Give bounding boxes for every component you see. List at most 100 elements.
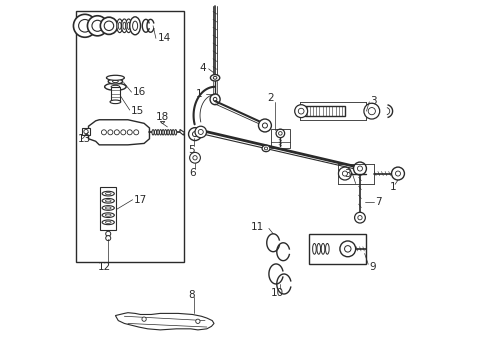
Polygon shape [88, 120, 149, 145]
Ellipse shape [118, 22, 121, 30]
Text: 5: 5 [188, 144, 195, 154]
Ellipse shape [167, 130, 169, 135]
Ellipse shape [157, 130, 159, 135]
Text: 1: 1 [389, 182, 396, 192]
Circle shape [294, 105, 307, 118]
Ellipse shape [117, 19, 122, 33]
Ellipse shape [164, 130, 166, 135]
Ellipse shape [321, 243, 324, 254]
Circle shape [342, 171, 346, 176]
Text: 11: 11 [250, 222, 264, 231]
Ellipse shape [264, 147, 267, 150]
Circle shape [87, 16, 107, 36]
Ellipse shape [325, 243, 328, 254]
Text: 17: 17 [133, 195, 146, 205]
Circle shape [395, 171, 400, 176]
Ellipse shape [159, 130, 162, 135]
Polygon shape [115, 313, 214, 330]
Circle shape [276, 129, 284, 138]
Text: 14: 14 [157, 33, 170, 43]
Ellipse shape [262, 145, 269, 152]
Circle shape [367, 108, 375, 115]
Circle shape [100, 17, 117, 35]
Ellipse shape [125, 19, 131, 33]
Ellipse shape [105, 221, 111, 224]
Text: 15: 15 [131, 106, 144, 116]
Ellipse shape [172, 130, 174, 135]
Bar [271, 129, 289, 148]
Text: 18: 18 [155, 112, 168, 122]
Text: 12: 12 [98, 262, 111, 272]
Ellipse shape [174, 130, 176, 135]
Text: 6: 6 [189, 168, 196, 178]
Bar [308, 234, 365, 264]
Circle shape [121, 130, 125, 135]
Circle shape [79, 19, 91, 32]
Circle shape [198, 130, 203, 134]
Circle shape [104, 21, 113, 31]
Bar [111, 87, 120, 101]
Circle shape [339, 241, 355, 257]
Circle shape [73, 14, 96, 37]
Circle shape [114, 130, 119, 135]
Ellipse shape [210, 94, 220, 105]
Text: 9: 9 [368, 262, 375, 272]
Text: 8: 8 [188, 290, 195, 300]
Circle shape [92, 20, 103, 31]
Ellipse shape [121, 19, 127, 33]
Ellipse shape [316, 243, 320, 254]
Ellipse shape [111, 85, 120, 88]
Circle shape [353, 162, 366, 175]
Ellipse shape [122, 22, 125, 30]
Ellipse shape [112, 80, 118, 83]
Text: 3: 3 [343, 168, 349, 179]
Ellipse shape [102, 206, 114, 210]
Circle shape [338, 167, 351, 180]
Circle shape [195, 126, 206, 138]
Circle shape [133, 130, 139, 135]
Bar [100, 187, 116, 230]
Text: 10: 10 [270, 288, 283, 298]
Text: 2: 2 [267, 93, 273, 103]
Text: 3: 3 [369, 96, 376, 106]
Ellipse shape [102, 198, 114, 203]
Circle shape [391, 167, 404, 180]
Bar [76, 12, 183, 262]
Circle shape [83, 130, 88, 134]
Ellipse shape [129, 17, 140, 35]
Circle shape [258, 119, 271, 132]
Ellipse shape [105, 200, 111, 202]
Text: 4: 4 [200, 63, 206, 73]
Ellipse shape [106, 75, 124, 80]
Ellipse shape [102, 220, 114, 225]
Ellipse shape [104, 83, 126, 90]
Ellipse shape [108, 79, 122, 84]
Ellipse shape [110, 100, 121, 104]
Ellipse shape [102, 213, 114, 217]
Text: 13: 13 [78, 135, 91, 144]
Circle shape [192, 156, 197, 160]
Ellipse shape [105, 193, 111, 195]
Ellipse shape [169, 130, 171, 135]
Circle shape [105, 231, 110, 236]
Polygon shape [180, 130, 184, 135]
Circle shape [363, 103, 379, 119]
Ellipse shape [213, 97, 217, 101]
Ellipse shape [213, 76, 217, 79]
Ellipse shape [102, 191, 114, 196]
Bar [305, 106, 344, 116]
Circle shape [142, 317, 146, 321]
Polygon shape [160, 122, 164, 124]
Ellipse shape [162, 130, 164, 135]
Circle shape [192, 132, 197, 136]
Ellipse shape [312, 243, 316, 254]
Circle shape [344, 246, 350, 252]
Circle shape [101, 130, 106, 135]
Text: 7: 7 [375, 197, 381, 207]
Circle shape [108, 130, 113, 135]
Ellipse shape [132, 21, 137, 31]
Ellipse shape [105, 214, 111, 216]
Circle shape [357, 216, 362, 220]
Text: 1: 1 [195, 89, 202, 99]
Ellipse shape [210, 75, 219, 81]
